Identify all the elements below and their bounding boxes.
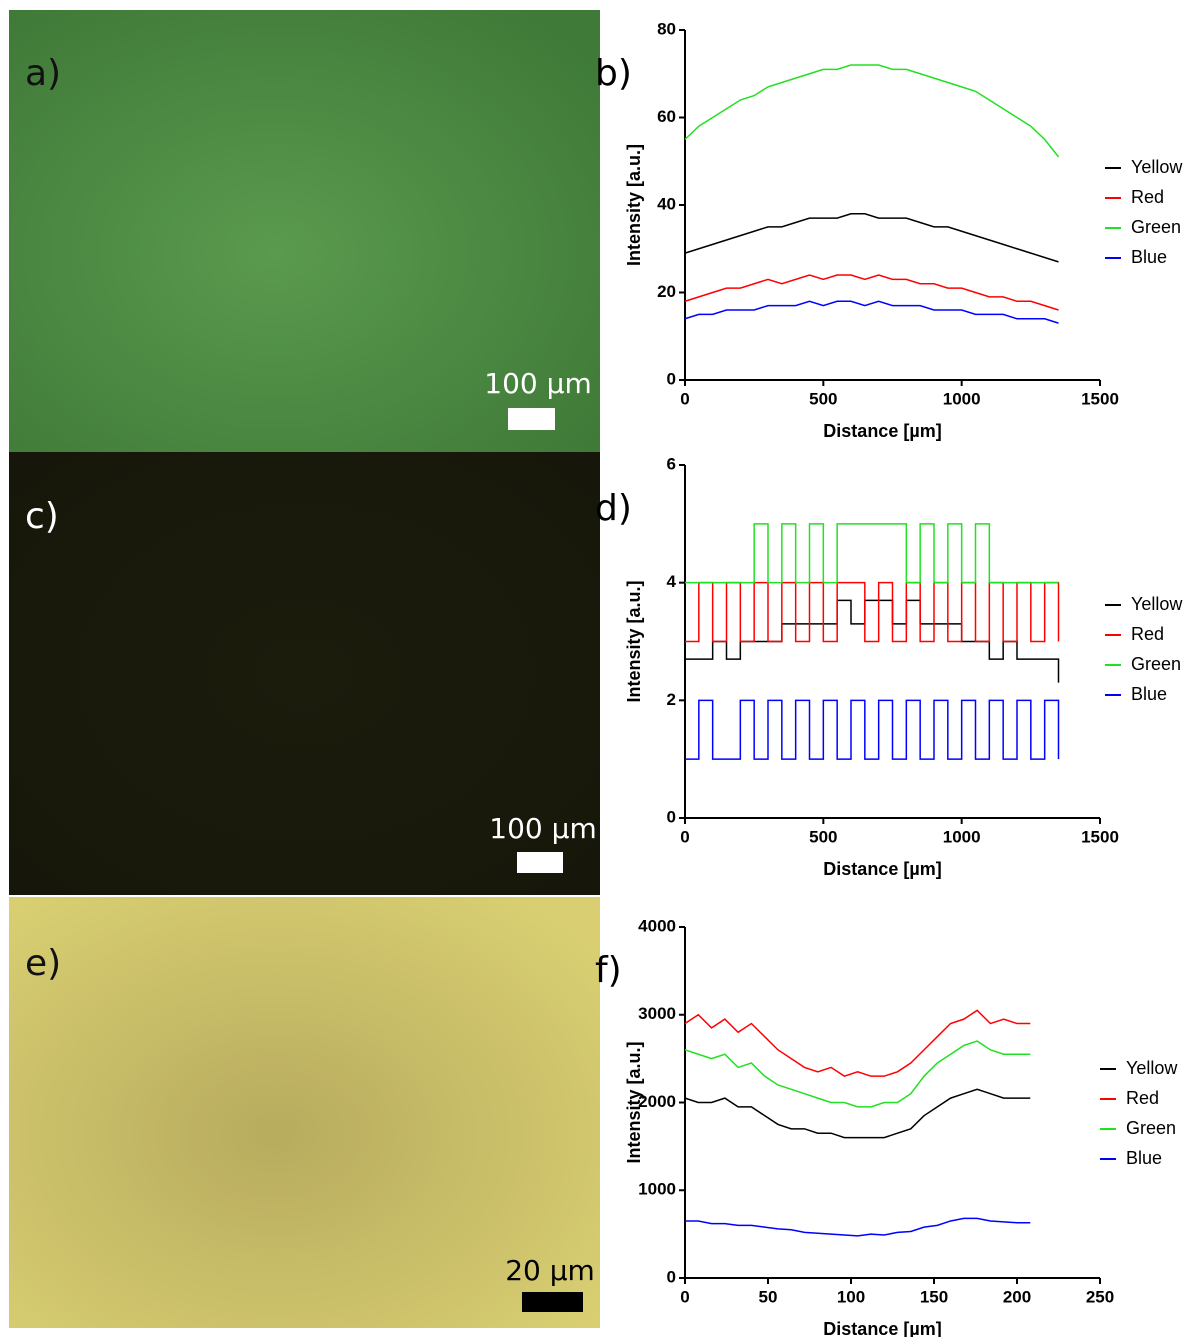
y-tick-label: 4000 [638,916,676,935]
series-line [685,699,1060,760]
legend-label: Yellow [1131,157,1183,177]
series-line [684,274,1059,311]
x-tick-label: 0 [680,389,689,408]
legend-label: Yellow [1131,594,1183,614]
legend-label: Blue [1131,684,1167,704]
x-tick-label: 0 [680,827,689,846]
x-tick-label: 500 [809,389,837,408]
y-tick-label: 2 [667,690,676,709]
y-tick-label: 60 [657,107,676,126]
legend-label: Red [1131,624,1164,644]
y-tick-label: 2000 [638,1092,676,1111]
series-line [684,213,1059,263]
series-line [684,1040,1031,1108]
panel-label: a) [25,53,61,94]
x-tick-label: 1500 [1081,827,1119,846]
panel-label: e) [25,943,61,984]
panel-label: c) [25,496,59,537]
x-tick-label: 1000 [943,827,981,846]
x-axis-label: Distance [µm] [823,421,941,441]
y-tick-label: 20 [657,282,676,301]
legend-label: Green [1131,217,1181,237]
legend-label: Green [1131,654,1181,674]
scale-bar [517,852,563,873]
y-axis-label: Intensity [a.u.] [624,144,644,266]
micrograph [9,897,600,1328]
series-line [685,523,1059,584]
x-tick-label: 200 [1003,1287,1031,1306]
scale-bar [522,1292,583,1312]
x-tick-label: 50 [759,1287,778,1306]
y-tick-label: 80 [657,19,676,38]
x-tick-label: 500 [809,827,837,846]
y-tick-label: 0 [667,807,676,826]
x-tick-label: 1500 [1081,389,1119,408]
micrograph [9,10,600,452]
legend-label: Green [1126,1118,1176,1138]
x-tick-label: 250 [1086,1287,1114,1306]
legend-label: Red [1126,1088,1159,1108]
y-tick-label: 40 [657,194,676,213]
y-tick-label: 4 [667,572,677,591]
x-tick-label: 100 [837,1287,865,1306]
panel-label: b) [595,53,632,94]
series-line [684,64,1060,158]
x-axis-label: Distance [µm] [823,1319,941,1337]
legend-label: Yellow [1126,1058,1178,1078]
y-tick-label: 0 [667,1267,676,1286]
y-tick-label: 0 [667,369,676,388]
y-axis-label: Intensity [a.u.] [624,1041,644,1163]
scale-bar [508,408,555,430]
y-axis-label: Intensity [a.u.] [624,580,644,702]
micrograph [9,452,600,895]
x-tick-label: 1000 [943,389,981,408]
legend-label: Blue [1131,247,1167,267]
panel-label: d) [595,488,632,529]
x-tick-label: 0 [680,1287,689,1306]
series-line [684,300,1059,324]
scale-bar-label: 100 µm [484,367,591,400]
legend-label: Blue [1126,1148,1162,1168]
legend-label: Red [1131,187,1164,207]
y-tick-label: 1000 [638,1180,676,1199]
series-line [685,581,1060,643]
series-line [685,1217,1031,1237]
y-tick-label: 3000 [638,1004,676,1023]
scale-bar-label: 20 µm [505,1254,595,1287]
panel-label: f) [595,950,622,991]
x-tick-label: 150 [920,1287,948,1306]
series-line [684,1009,1031,1078]
y-tick-label: 6 [667,454,676,473]
scale-bar-label: 100 µm [489,812,596,845]
x-axis-label: Distance [µm] [823,859,941,879]
series-line [684,1088,1031,1139]
